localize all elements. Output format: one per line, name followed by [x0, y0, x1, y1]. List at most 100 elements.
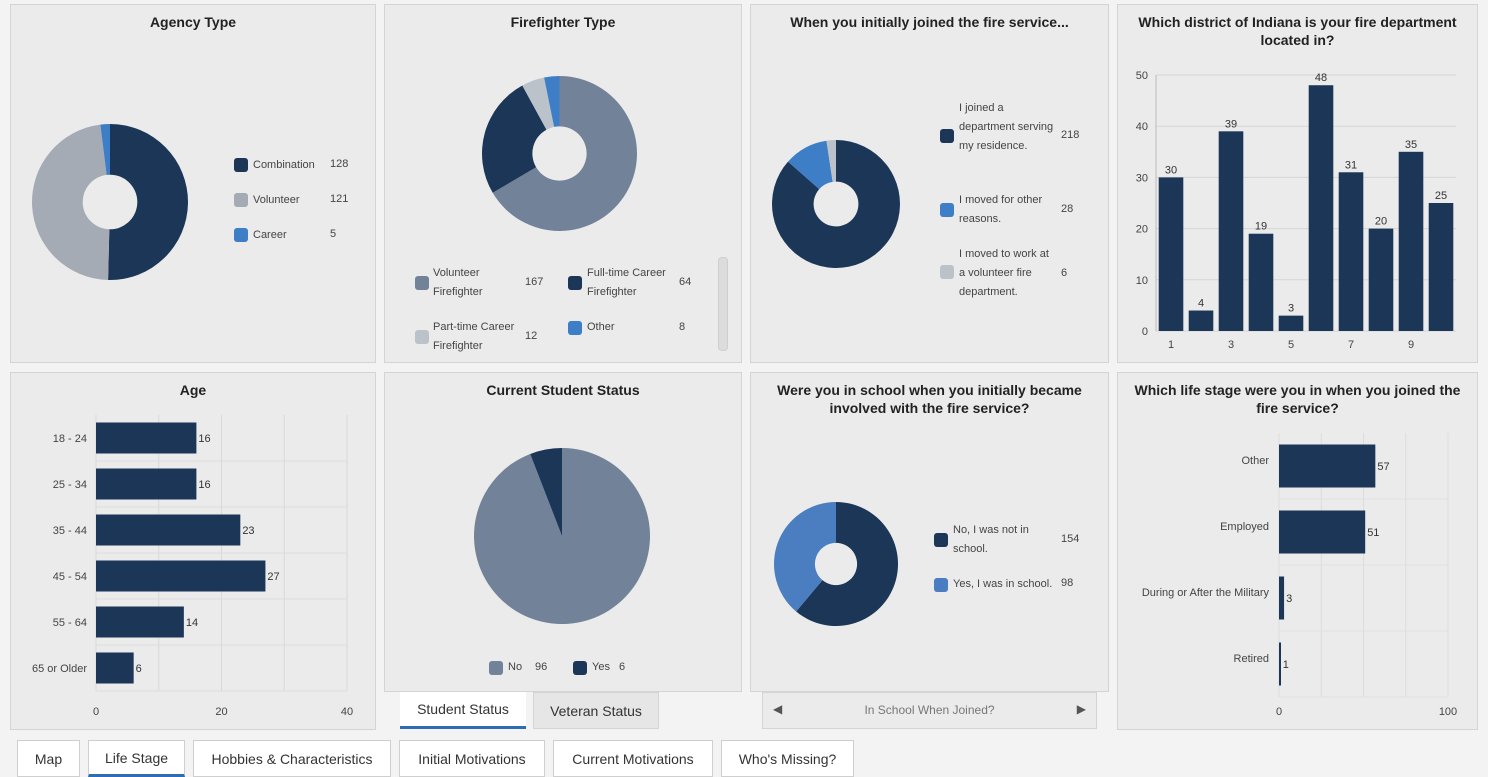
legend-swatch[interactable]: [568, 276, 582, 290]
life-stage-bar[interactable]: [1279, 576, 1285, 620]
life-stage-bar[interactable]: [1279, 642, 1281, 686]
tab-map[interactable]: Map: [17, 740, 80, 777]
agency-type-donut[interactable]: [31, 123, 201, 293]
legend-swatch[interactable]: [934, 533, 948, 547]
legend-label[interactable]: Volunteer Firefighter: [433, 267, 483, 298]
age-bar[interactable]: [96, 560, 266, 592]
pie-slice[interactable]: [100, 124, 110, 175]
district-bar[interactable]: [1188, 310, 1214, 331]
tab-label: Current Motivations: [572, 750, 694, 767]
prev-arrow-icon[interactable]: ◀: [773, 702, 783, 716]
x-tick-label: 5: [1288, 339, 1294, 351]
legend-swatch[interactable]: [934, 578, 948, 592]
pie-slice[interactable]: [522, 77, 555, 130]
next-arrow-icon[interactable]: ▶: [1076, 702, 1086, 716]
legend-label[interactable]: Yes: [592, 661, 610, 673]
age-bar[interactable]: [96, 652, 134, 684]
tab-student-status[interactable]: Student Status: [400, 692, 526, 729]
pie-slice[interactable]: [796, 502, 898, 626]
legend-scrollbar[interactable]: [718, 257, 728, 351]
legend-label[interactable]: Part-time Career Firefighter: [433, 321, 515, 352]
legend-label[interactable]: Volunteer: [253, 194, 300, 206]
pie-slice[interactable]: [772, 140, 900, 268]
age-bar[interactable]: [96, 422, 197, 454]
tab-veteran-status[interactable]: Veteran Status: [533, 692, 659, 729]
bar-value-label: 3: [1288, 303, 1294, 315]
legend-value: 6: [619, 661, 626, 673]
tab-label: Hobbies & Characteristics: [211, 750, 373, 767]
life-stage-bar[interactable]: [1279, 444, 1376, 488]
pie-slice[interactable]: [788, 140, 833, 190]
pie-slice[interactable]: [492, 76, 637, 231]
tab-hobbies-characteristics[interactable]: Hobbies & Characteristics: [193, 740, 391, 777]
y-category-label: 45 - 54: [53, 571, 87, 583]
district-bar[interactable]: [1248, 233, 1274, 331]
pie-slice[interactable]: [530, 448, 562, 536]
district-bar[interactable]: [1308, 85, 1334, 332]
firefighter-type-donut[interactable]: [481, 75, 645, 239]
age-bar[interactable]: [96, 514, 241, 546]
pie-slice[interactable]: [826, 140, 836, 182]
legend-swatch[interactable]: [234, 228, 248, 242]
legend-swatch[interactable]: [940, 129, 954, 143]
tab-whos-missing[interactable]: Who's Missing?: [721, 740, 854, 777]
bar-value-label: 57: [1377, 461, 1389, 473]
legend-swatch[interactable]: [940, 265, 954, 279]
district-bar[interactable]: [1158, 177, 1184, 331]
bar-value-label: 20: [1375, 216, 1387, 228]
district-bar[interactable]: [1398, 151, 1424, 331]
legend-label[interactable]: Combination: [253, 159, 315, 171]
legend-swatch[interactable]: [234, 158, 248, 172]
legend-swatch[interactable]: [234, 193, 248, 207]
tab-life-stage[interactable]: Life Stage: [88, 740, 185, 777]
legend-label[interactable]: Full-time Career Firefighter: [587, 267, 666, 298]
legend-label[interactable]: Yes, I was in school.: [953, 578, 1053, 590]
legend-swatch[interactable]: [940, 203, 954, 217]
district-bar[interactable]: [1338, 172, 1364, 331]
age-bar-chart[interactable]: 0 20 40 16 18 - 24 16 25 - 34 23 35 - 44 27 45 - 5…: [11, 409, 375, 729]
district-bar[interactable]: [1218, 131, 1244, 331]
pie-slice[interactable]: [31, 124, 110, 280]
y-category-label: Employed: [1220, 521, 1269, 533]
legend-value: 5: [330, 228, 337, 240]
y-category-label: 55 - 64: [53, 617, 87, 629]
pie-slice[interactable]: [774, 502, 836, 612]
pie-slice[interactable]: [482, 85, 547, 193]
tab-initial-motivations[interactable]: Initial Motivations: [399, 740, 545, 777]
legend-label[interactable]: Career: [253, 229, 287, 241]
legend-swatch[interactable]: [415, 330, 429, 344]
district-bar[interactable]: [1368, 228, 1394, 331]
legend-label[interactable]: I moved for other reasons.: [959, 194, 1043, 225]
y-category-label: 35 - 44: [53, 525, 87, 537]
legend-swatch[interactable]: [568, 321, 582, 335]
legend-swatch[interactable]: [573, 661, 587, 675]
legend-label[interactable]: No: [508, 661, 523, 673]
student-status-pie[interactable]: [473, 447, 655, 629]
pie-slice[interactable]: [108, 124, 188, 280]
tab-current-motivations[interactable]: Current Motivations: [553, 740, 713, 777]
joined-donut[interactable]: [771, 139, 907, 275]
legend-value: 121: [330, 193, 349, 205]
pie-slice[interactable]: [544, 76, 560, 127]
legend-label[interactable]: No, I was not in school.: [953, 524, 1029, 555]
legend-swatch[interactable]: [489, 661, 503, 675]
legend-value: 218: [1061, 129, 1080, 141]
bar-value-label: 51: [1367, 527, 1379, 539]
district-bar[interactable]: [1278, 315, 1304, 331]
panel-title: When you initially joined the fire servi…: [790, 14, 1069, 30]
x-tick-label: 9: [1408, 339, 1414, 351]
district-bar[interactable]: [1428, 203, 1454, 331]
bar-value-label: 3: [1286, 593, 1292, 605]
legend-swatch[interactable]: [415, 276, 429, 290]
age-bar[interactable]: [96, 606, 184, 638]
life-stage-bar-chart[interactable]: 0 100 57 Other 51 Employed 3 During or After th…: [1118, 429, 1477, 727]
legend-label[interactable]: I moved to work at a volunteer fire depa…: [959, 248, 1049, 298]
age-bar[interactable]: [96, 468, 197, 500]
panel-title: Firefighter Type: [510, 14, 616, 30]
legend-label[interactable]: Other: [587, 321, 615, 333]
legend-label[interactable]: I joined a department serving my residen…: [959, 102, 1054, 152]
legend-value: 12: [525, 330, 538, 342]
life-stage-bar[interactable]: [1279, 510, 1366, 554]
in-school-donut[interactable]: [773, 501, 901, 629]
